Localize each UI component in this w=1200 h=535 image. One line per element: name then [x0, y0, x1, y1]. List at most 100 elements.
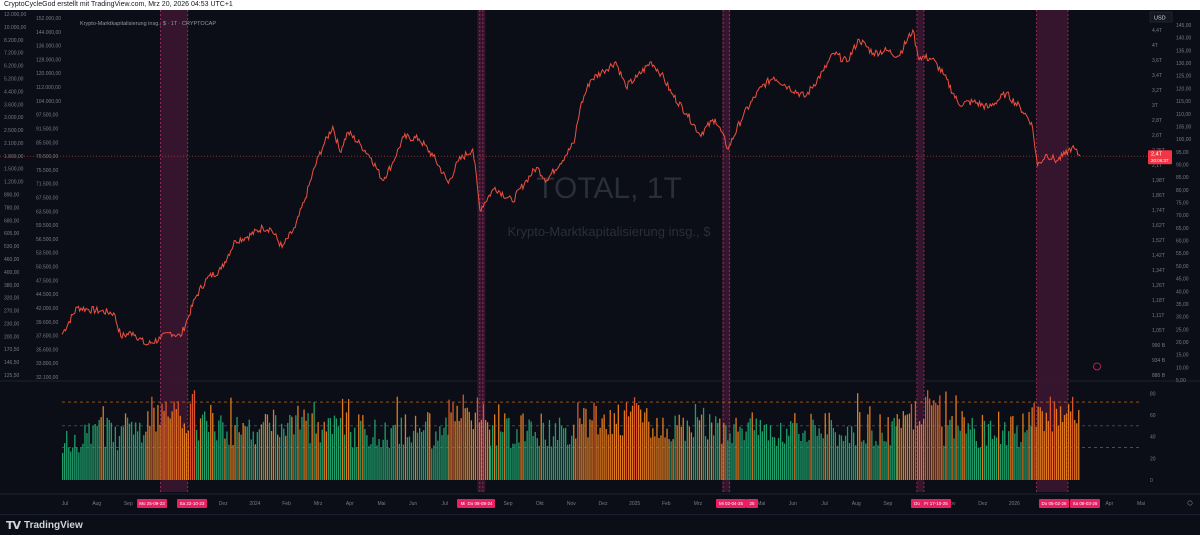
- oscillator-bar: [246, 426, 248, 480]
- oscillator-bar: [554, 423, 557, 480]
- oscillator-bar: [848, 443, 851, 480]
- oscillator-bar: [953, 438, 955, 480]
- oscillator-bar: [325, 431, 327, 480]
- oscillator-bar: [335, 418, 338, 480]
- left-inner-axis-tick: 67.500,00: [36, 196, 58, 202]
- oscillator-bar: [356, 447, 358, 480]
- highlight-zone: [477, 10, 486, 492]
- right-axis-tick: 1,11T: [1152, 313, 1164, 319]
- oscillator-axis-tick: 40: [1150, 435, 1156, 441]
- oscillator-bar: [871, 430, 873, 480]
- left-inner-axis-tick: 91.500,00: [36, 126, 58, 132]
- oscillator-bar: [72, 447, 74, 480]
- oscillator-bar: [254, 444, 256, 480]
- oscillator-bar: [765, 424, 768, 480]
- oscillator-bar: [452, 402, 454, 480]
- oscillator-bar: [305, 420, 307, 480]
- legend-title: Krypto-Marktkapitalisierung insg., $ · 1…: [80, 21, 216, 27]
- tradingview-brand: TradingView: [24, 520, 83, 531]
- highlight-zone: [722, 10, 731, 492]
- left-inner-axis-tick: 79.500,00: [36, 154, 58, 160]
- oscillator-bar: [468, 411, 470, 480]
- oscillator-bar: [321, 429, 323, 480]
- oscillator-bar: [786, 428, 788, 480]
- oscillator-bar: [939, 395, 941, 480]
- oscillator-bar: [747, 422, 749, 480]
- oscillator-bar: [70, 451, 72, 480]
- oscillator-bar: [287, 422, 289, 480]
- oscillator-bar: [122, 426, 125, 480]
- oscillator-bar: [851, 426, 853, 480]
- oscillator-bar: [370, 444, 372, 480]
- oscillator-bar: [727, 440, 729, 480]
- oscillator-bar: [607, 434, 609, 480]
- oscillator-bar: [985, 445, 988, 480]
- right-inner-axis-tick: 100,00: [1176, 137, 1192, 143]
- oscillator-bar: [429, 413, 431, 480]
- oscillator-bar: [830, 420, 832, 480]
- oscillator-bar: [925, 396, 927, 480]
- highlight-zone: [916, 10, 924, 492]
- oscillator-bar: [159, 424, 161, 480]
- symbol-watermark: TOTAL, 1T Krypto-Marktkapitalisierung in…: [507, 172, 711, 239]
- time-axis-tick: Aug: [852, 501, 861, 507]
- oscillator-bar: [458, 420, 460, 480]
- oscillator-bar: [961, 411, 963, 480]
- left-axis-tick: 400,00: [4, 270, 20, 276]
- oscillator-bar: [558, 417, 561, 480]
- oscillator-bar: [1074, 420, 1076, 480]
- right-inner-axis-tick: 140,00: [1176, 36, 1192, 42]
- chart-canvas[interactable]: TOTAL, 1T Krypto-Marktkapitalisierung in…: [0, 10, 1200, 514]
- left-axis-tick: 12.000,00: [4, 12, 26, 18]
- right-axis-tick: 3,4T: [1152, 73, 1162, 79]
- right-inner-axis-tick: 20,00: [1176, 340, 1189, 346]
- right-inner-axis-tick: 5,00: [1176, 378, 1186, 384]
- oscillator-bar: [128, 423, 131, 480]
- oscillator-bar: [540, 413, 542, 480]
- right-axis-tick: 3T: [1152, 103, 1158, 109]
- oscillator-bar: [824, 413, 826, 480]
- left-inner-axis-tick: 42.000,00: [36, 306, 58, 312]
- right-axis-tick: 2,1T: [1152, 163, 1162, 169]
- oscillator-bar: [668, 439, 670, 480]
- oscillator-bar: [82, 443, 84, 480]
- time-axis-tick: Feb: [282, 501, 291, 507]
- oscillator-bar: [193, 390, 196, 480]
- oscillator-bar: [337, 426, 340, 480]
- oscillator-bar: [530, 421, 532, 480]
- oscillator-bar: [118, 436, 121, 480]
- oscillator-bar: [715, 416, 717, 480]
- watermark-symbol: TOTAL, 1T: [536, 172, 682, 205]
- oscillator-bar: [753, 430, 755, 480]
- time-axis-tick: Jul: [442, 501, 448, 507]
- oscillator-bar: [462, 394, 464, 480]
- time-axis-tick: 2026: [1009, 501, 1020, 507]
- oscillator-bar: [725, 425, 727, 480]
- oscillator-bar: [733, 424, 735, 480]
- tradingview-logo[interactable]: TV TradingView: [6, 519, 83, 532]
- oscillator-bar: [828, 412, 830, 480]
- oscillator-bar: [565, 427, 567, 480]
- left-axis-tick: 200,00: [4, 334, 20, 340]
- oscillator-bar: [1008, 431, 1010, 480]
- oscillator-bar: [291, 416, 293, 480]
- oscillator-bar: [1051, 431, 1053, 480]
- oscillator-bar: [431, 448, 433, 480]
- left-inner-axis-tick: 104.000,00: [36, 99, 61, 105]
- date-badge: [1039, 499, 1069, 508]
- oscillator-bar: [454, 421, 456, 480]
- oscillator-bar: [863, 440, 865, 480]
- oscillator-bar: [388, 447, 390, 480]
- oscillator-bar: [749, 418, 751, 480]
- oscillator-bar: [937, 405, 939, 480]
- oscillator-bar: [887, 417, 889, 480]
- oscillator-bar: [798, 434, 800, 480]
- oscillator-bar: [1014, 433, 1016, 480]
- oscillator-bar: [208, 432, 210, 480]
- oscillator-bar: [382, 439, 384, 480]
- oscillator-bar: [427, 412, 429, 480]
- oscillator-bar: [816, 435, 818, 480]
- oscillator-bar: [896, 414, 898, 480]
- oscillator-bar: [859, 412, 861, 480]
- oscillator-bar: [979, 447, 981, 480]
